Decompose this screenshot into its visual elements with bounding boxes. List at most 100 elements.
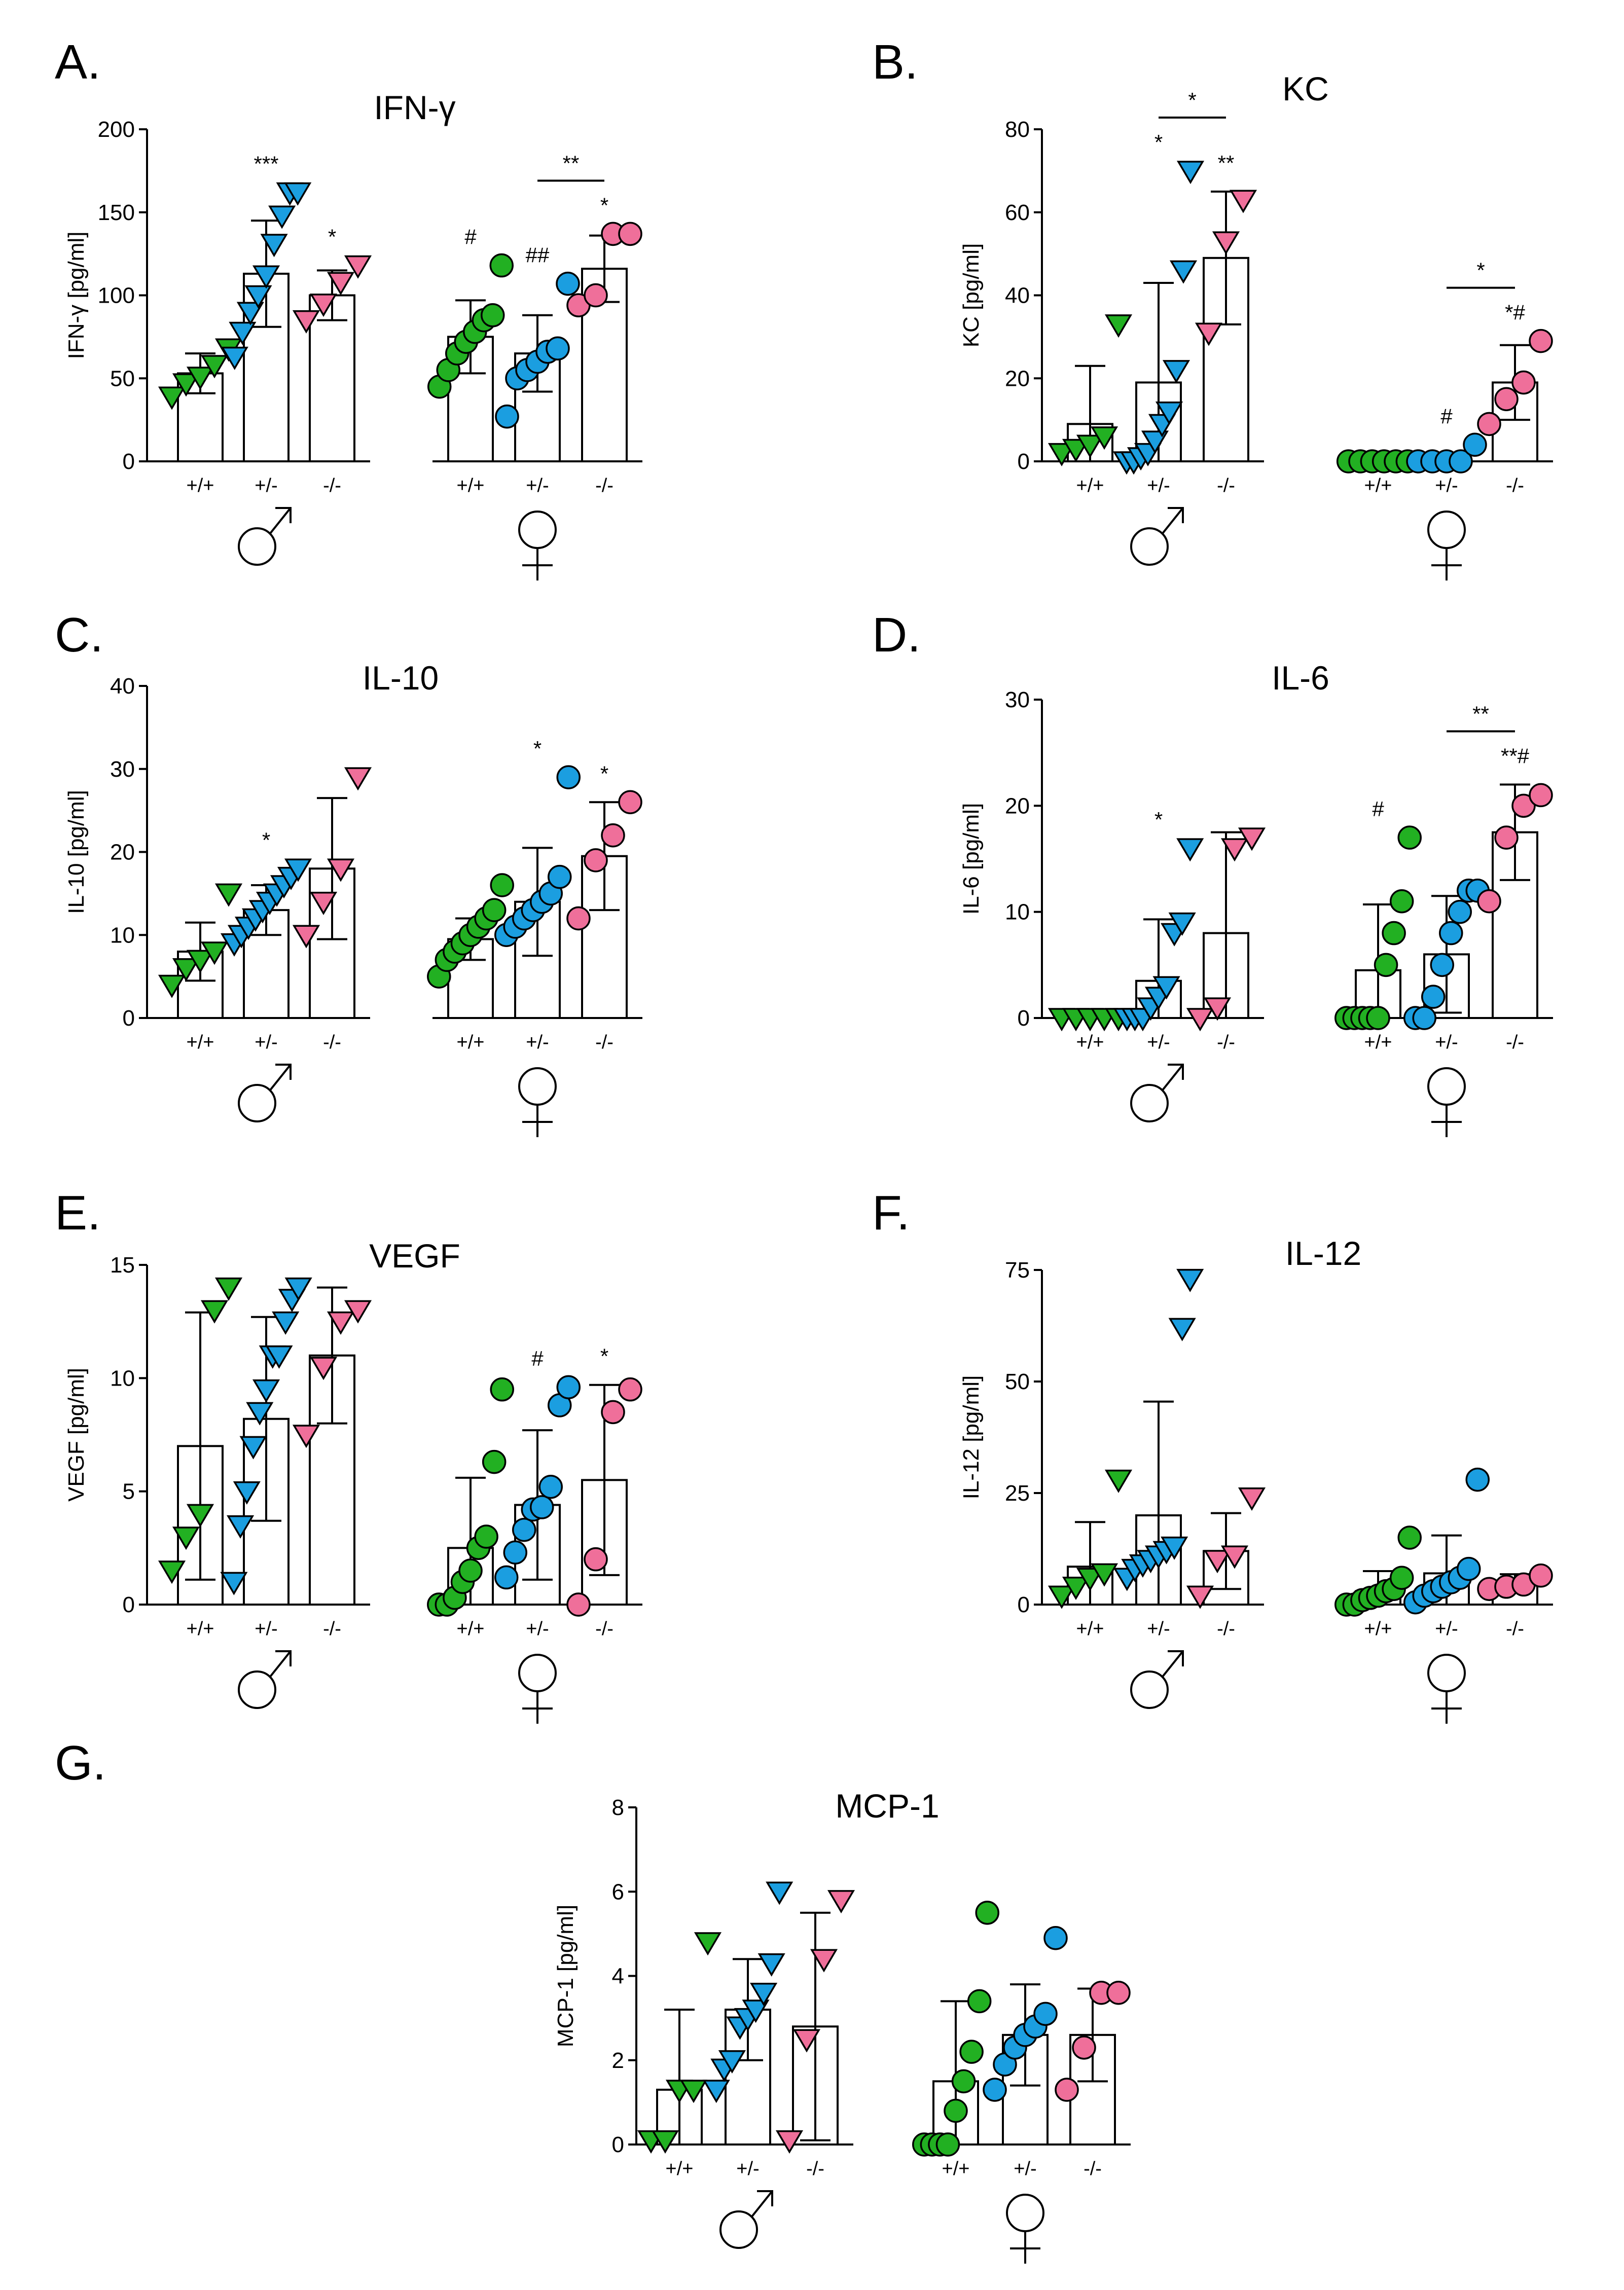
- group-female-+/+: +/+: [912, 1901, 999, 2179]
- panel-f: F. IL-12 IL-12 [pg/ml] 0 25 50 75 +/+ +/- -/- +/+ +…: [872, 1186, 1553, 1724]
- data-point: [1397, 1525, 1422, 1550]
- data-point: [186, 1504, 214, 1528]
- data-point: [200, 941, 229, 965]
- data-point: [601, 1400, 625, 1425]
- y-tick-label: 25: [1005, 1481, 1030, 1506]
- data-point: [1195, 322, 1223, 346]
- male-symbol-arrow: [269, 1650, 292, 1678]
- data-point: [309, 892, 338, 916]
- y-tick-label: 0: [1018, 1006, 1030, 1031]
- data-point: [200, 1300, 229, 1324]
- y-tick-label: 30: [1005, 687, 1030, 712]
- x-tick-label: -/-: [1084, 2158, 1102, 2179]
- data-point: [292, 925, 320, 949]
- y-axis-label: IL-10 [pg/ml]: [64, 790, 89, 914]
- data-point: [1430, 953, 1454, 977]
- data-point: [1076, 1568, 1104, 1591]
- data-point: [158, 974, 186, 998]
- data-point: [1043, 1925, 1068, 1950]
- male-symbol-arrowhead: [275, 1064, 292, 1080]
- data-point: [1176, 161, 1205, 185]
- x-tick-label: -/-: [595, 1618, 613, 1640]
- group-female-+/-: +/- *: [494, 737, 581, 1053]
- data-point: [227, 1515, 255, 1539]
- data-point: [792, 2029, 821, 2053]
- y-tick-label: 50: [1005, 1369, 1030, 1394]
- data-point: [490, 873, 514, 897]
- group-female-+/-: +/-: [1403, 879, 1490, 1053]
- data-point: [618, 790, 642, 814]
- data-point: [983, 2078, 1007, 2102]
- group-female-+/+: +/+: [1336, 449, 1420, 496]
- significance-label: *: [600, 761, 608, 785]
- group-female--/-: -/-: [1477, 1564, 1553, 1640]
- data-point: [1048, 443, 1076, 466]
- data-point: [229, 321, 257, 345]
- x-tick-label: +/+: [187, 1618, 214, 1640]
- data-point: [584, 848, 608, 873]
- data-point: [944, 2098, 968, 2123]
- group-male-+/+: +/+: [158, 883, 243, 1053]
- female-symbol-ring: [1006, 2194, 1044, 2232]
- male-symbol-icon: [238, 1650, 292, 1709]
- data-point: [268, 205, 296, 229]
- chart-title: IL-10: [363, 659, 439, 697]
- panel-g: G. MCP-1 MCP-1 [pg/ml] 0 2 4 6 8 +/+ +/- -/- +/+ +/-…: [55, 1736, 1131, 2264]
- data-point: [1494, 825, 1519, 850]
- male-symbol-arrowhead: [757, 2190, 773, 2206]
- data-point: [556, 765, 581, 789]
- x-tick-label: +/-: [1147, 1032, 1170, 1053]
- x-tick-label: -/-: [595, 475, 613, 496]
- data-point: [252, 1379, 280, 1403]
- group-male-+/+: +/+: [1048, 1469, 1133, 1640]
- y-tick-label: 30: [110, 757, 135, 782]
- data-point: [1448, 899, 1472, 924]
- male-symbol-icon: [1130, 1650, 1184, 1709]
- data-point: [618, 1377, 642, 1402]
- data-point: [284, 182, 312, 206]
- chart-title: VEGF: [369, 1237, 460, 1275]
- y-tick-label: 150: [98, 200, 135, 225]
- data-point: [284, 858, 312, 882]
- data-point: [1529, 329, 1553, 353]
- data-point: [1033, 2002, 1058, 2026]
- data-point: [309, 1357, 338, 1380]
- significance-label: *: [533, 737, 542, 760]
- x-tick-label: +/+: [1364, 1032, 1392, 1053]
- data-point: [1389, 1566, 1414, 1590]
- data-point: [186, 950, 214, 973]
- group-female-+/-: +/-: [983, 1925, 1068, 2179]
- x-tick-label: -/-: [1506, 475, 1524, 496]
- x-tick-label: +/+: [1076, 475, 1104, 496]
- data-point: [512, 1517, 536, 1542]
- x-tick-label: -/-: [1217, 475, 1235, 496]
- group-male--/-: -/-: [1186, 827, 1266, 1053]
- data-point: [158, 386, 186, 410]
- data-point: [1465, 1467, 1490, 1492]
- female-symbol-ring: [1427, 1067, 1466, 1106]
- x-tick-label: -/-: [1506, 1618, 1524, 1640]
- data-point: [1229, 190, 1257, 213]
- data-point: [651, 2130, 679, 2154]
- male-symbol-icon: [238, 507, 292, 566]
- data-point: [490, 1377, 514, 1402]
- group-male-+/-: +/-: [1113, 1268, 1204, 1640]
- data-point: [1104, 1469, 1133, 1493]
- data-point: [1168, 912, 1196, 936]
- data-point: [959, 2040, 984, 2064]
- female-symbol-icon: [1006, 2194, 1044, 2264]
- data-point: [1529, 1564, 1553, 1588]
- y-tick-label: 0: [1018, 449, 1030, 474]
- data-point: [1212, 231, 1240, 255]
- male-symbol-ring: [238, 527, 276, 566]
- data-point: [1203, 997, 1232, 1021]
- data-point: [1382, 921, 1406, 946]
- data-point: [1366, 1006, 1390, 1030]
- data-point: [1238, 827, 1266, 851]
- y-tick-label: 0: [1018, 1592, 1030, 1617]
- data-point: [482, 898, 507, 922]
- data-point: [327, 1311, 355, 1335]
- data-point: [344, 255, 372, 279]
- x-tick-label: +/+: [1364, 475, 1392, 496]
